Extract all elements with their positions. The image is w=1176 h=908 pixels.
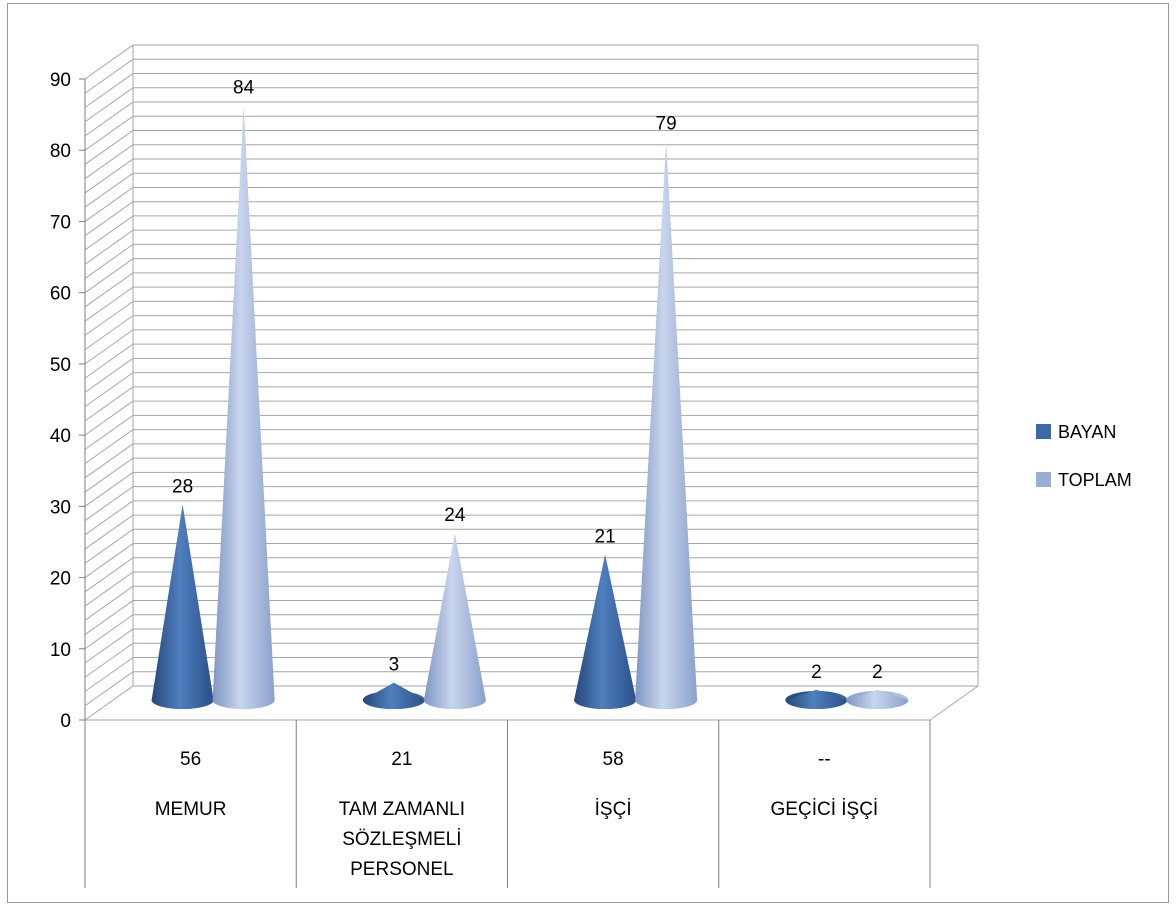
gridline-side xyxy=(84,229,134,265)
gridlines xyxy=(84,44,978,721)
table-value: 56 xyxy=(180,749,201,770)
gridline-side xyxy=(84,386,134,422)
gridline-side xyxy=(84,614,134,650)
y-tick-label: 50 xyxy=(50,355,71,376)
gridline-side xyxy=(84,172,134,208)
data-label-toplam: 2 xyxy=(872,662,883,683)
gridline-side xyxy=(84,429,134,465)
data-labels: 28 84 3 24 21 79 2 2 xyxy=(172,78,883,683)
data-label-toplam: 84 xyxy=(233,78,255,99)
gridline-side xyxy=(84,144,134,180)
y-tick-label: 80 xyxy=(50,141,71,162)
gridline-side xyxy=(84,543,134,578)
gridline-side xyxy=(84,115,134,151)
cone-toplam xyxy=(635,141,698,709)
cone-toplam xyxy=(423,533,486,709)
category-label: PERSONEL xyxy=(350,859,453,880)
category-label: GEÇİCİ İŞÇİ xyxy=(771,799,879,820)
gridline-side xyxy=(84,685,134,721)
gridline-side xyxy=(84,642,134,678)
gridline-side xyxy=(84,286,134,322)
cone-bayan xyxy=(785,689,848,709)
gridline-side xyxy=(84,258,134,294)
legend-label-toplam: TOPLAM xyxy=(1058,470,1132,490)
y-tick-label: 0 xyxy=(60,711,71,732)
gridline-side xyxy=(84,571,134,607)
gridline-side xyxy=(84,73,134,108)
gridline-side xyxy=(84,528,134,564)
gridline-side xyxy=(84,101,134,137)
gridline-side xyxy=(84,329,134,365)
legend-label-bayan: BAYAN xyxy=(1058,422,1116,442)
legend-swatch-bayan xyxy=(1036,424,1051,439)
gridline-side xyxy=(84,201,134,237)
table-value: -- xyxy=(818,749,831,770)
gridline-side xyxy=(84,357,134,393)
gridline-side xyxy=(84,272,134,308)
gridline-side xyxy=(84,500,134,536)
cone-toplam xyxy=(846,689,909,709)
category-label: İŞÇİ xyxy=(595,799,632,820)
gridline-side xyxy=(84,486,134,521)
y-tick-label: 10 xyxy=(50,640,71,661)
gridline-side xyxy=(84,557,134,593)
category-label: MEMUR xyxy=(155,799,227,820)
data-label-bayan: 2 xyxy=(811,662,822,683)
data-label-toplam: 24 xyxy=(444,505,466,526)
data-label-bayan: 28 xyxy=(172,477,193,498)
category-label: SÖZLEŞMELİ xyxy=(342,829,461,850)
data-label-bayan: 3 xyxy=(389,655,400,676)
category-table: 56 MEMUR 21 TAM ZAMANLI SÖZLEŞMELİ PERSONEL 58… xyxy=(84,720,931,888)
y-tick-label: 90 xyxy=(50,70,71,91)
gridline-side xyxy=(84,414,134,450)
gridline-side xyxy=(84,315,134,351)
data-label-toplam: 79 xyxy=(656,113,677,134)
table-value: 58 xyxy=(603,749,624,770)
cone-bayan xyxy=(362,682,425,709)
gridline-side xyxy=(84,457,134,493)
chart-frame xyxy=(7,3,1169,903)
gridline-side xyxy=(84,514,134,550)
gridline-side xyxy=(84,58,134,94)
data-label-bayan: 21 xyxy=(595,526,616,547)
y-axis-ticks: 0 10 20 30 40 50 60 70 80 90 xyxy=(50,70,85,732)
floor-right-edge xyxy=(929,685,979,721)
gridline-side xyxy=(84,300,134,336)
y-tick-label: 30 xyxy=(50,497,71,518)
gridline-side xyxy=(84,343,134,379)
cone-series xyxy=(151,105,909,709)
gridline-side xyxy=(84,372,134,408)
gridline-side xyxy=(84,443,134,479)
cone-bayan xyxy=(151,504,214,709)
gridline-side xyxy=(84,244,134,279)
gridline-side xyxy=(84,471,134,507)
y-tick-label: 20 xyxy=(50,569,71,590)
table-value: 21 xyxy=(391,749,412,770)
cone-bayan xyxy=(574,554,637,709)
cone-toplam xyxy=(212,105,275,709)
gridline-side xyxy=(84,600,134,635)
gridline-side xyxy=(84,187,134,222)
gridline-side xyxy=(84,657,134,692)
gridline-side xyxy=(84,400,134,436)
gridline-side xyxy=(84,158,134,194)
y-tick-label: 40 xyxy=(50,426,71,447)
gridline-side xyxy=(84,671,134,707)
legend: BAYAN TOPLAM xyxy=(1036,422,1132,490)
gridline-side xyxy=(84,585,134,621)
gridline-side xyxy=(84,215,134,251)
y-tick-label: 60 xyxy=(50,284,71,305)
gridline-side xyxy=(84,44,134,80)
gridline-side xyxy=(84,628,134,664)
gridline-side xyxy=(84,130,134,165)
legend-swatch-toplam xyxy=(1036,472,1051,487)
y-tick-label: 70 xyxy=(50,212,71,233)
category-label: TAM ZAMANLI xyxy=(339,799,465,820)
gridline-side xyxy=(84,87,134,123)
